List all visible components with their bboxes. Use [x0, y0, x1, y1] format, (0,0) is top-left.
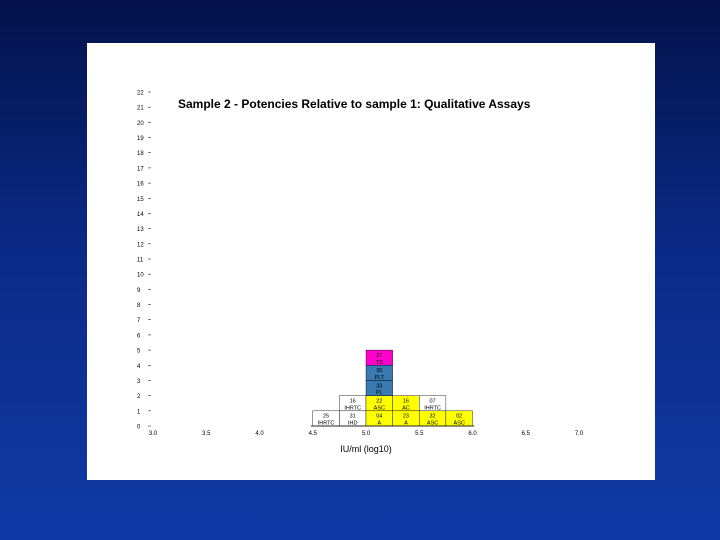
- cell-lab-code: 25: [323, 414, 329, 420]
- cell-rect: [365, 349, 393, 366]
- x-tick-label: 7.0: [575, 431, 584, 437]
- histogram-cell: 23A: [392, 410, 420, 426]
- y-tick-label: 16: [137, 182, 144, 188]
- cell-assay-label: PL: [376, 390, 383, 396]
- y-tick-label: 11: [137, 258, 144, 264]
- y-tick-label: 18: [137, 151, 144, 157]
- y-tick-label: 19: [137, 136, 144, 142]
- y-tick-label: 3: [137, 379, 141, 385]
- cell-rect: [419, 395, 447, 412]
- y-tick-label: 14: [137, 212, 144, 218]
- y-tick-label: 4: [137, 364, 141, 370]
- cell-lab-code: 32: [430, 414, 436, 420]
- cell-lab-code: 02: [456, 414, 462, 420]
- x-tick-label: 4.0: [255, 431, 264, 437]
- y-tick-label: 10: [137, 273, 144, 279]
- x-tick-label: 6.0: [468, 431, 477, 437]
- cell-assay-label: IHRTC: [344, 405, 361, 411]
- y-tick-label: 12: [137, 242, 144, 248]
- x-tick-label: 5.5: [415, 431, 424, 437]
- y-tick-label: 22: [137, 91, 144, 97]
- y-tick-label: 21: [137, 106, 144, 112]
- y-tick-label: 1: [137, 409, 141, 415]
- histogram-cell: 04A: [365, 410, 393, 426]
- cell-lab-code: 16: [350, 398, 356, 404]
- y-tick-label: 0: [137, 425, 141, 431]
- y-tick-label: 7: [137, 318, 141, 324]
- cell-assay-label: ASC: [427, 420, 438, 426]
- cell-lab-code: 07: [430, 398, 436, 404]
- cell-assay-label: ASC: [374, 405, 385, 411]
- y-tick-label: 8: [137, 303, 141, 309]
- cell-assay-label: IHD: [348, 420, 358, 426]
- y-tick-label: 15: [137, 197, 144, 203]
- y-tick-label: 13: [137, 227, 144, 233]
- cell-lab-code: 27: [376, 353, 382, 359]
- y-tick-label: 9: [137, 288, 141, 294]
- y-tick-label: 17: [137, 166, 144, 172]
- cell-lab-code: 33: [376, 383, 382, 389]
- x-tick-label: 4.5: [309, 431, 318, 437]
- cell-lab-code: 16: [403, 398, 409, 404]
- x-tick-label: 3.0: [149, 431, 158, 437]
- y-tick-label: 20: [137, 121, 144, 127]
- y-tick-label: 2: [137, 394, 141, 400]
- cell-assay-label: PLT: [374, 375, 384, 381]
- x-axis-label: IU/ml (log10): [340, 444, 392, 454]
- cell-assay-label: IHRTC: [318, 420, 335, 426]
- cell-assay-label: A: [404, 420, 408, 426]
- x-axis: 3.0 3.5 4.0 4.5 5.0 5.5 6.0 6.5 7.0: [149, 425, 584, 437]
- cell-assay-label: IHRTC: [424, 405, 441, 411]
- cell-lab-code: 30: [376, 368, 382, 374]
- x-tick-label: 3.5: [202, 431, 211, 437]
- y-tick-label: 5: [137, 349, 141, 355]
- cell-lab-code: 04: [376, 414, 382, 420]
- cell-assay-label: TS: [376, 360, 383, 366]
- histogram-cells: 25IHRTC31IHD16IHRTC04A22ASC33PL30PLT27TS…: [312, 349, 473, 426]
- chart-title: Sample 2 - Potencies Relative to sample …: [178, 97, 531, 111]
- x-tick-label: 5.0: [362, 431, 371, 437]
- cell-assay-label: A: [377, 420, 381, 426]
- cell-lab-code: 31: [350, 414, 356, 420]
- cell-assay-label: ASC: [454, 420, 465, 426]
- cell-assay-label: AC: [402, 405, 410, 411]
- cell-lab-code: 22: [376, 398, 382, 404]
- y-tick-label: 6: [137, 333, 141, 339]
- cell-lab-code: 23: [403, 414, 409, 420]
- x-tick-label: 6.5: [522, 431, 531, 437]
